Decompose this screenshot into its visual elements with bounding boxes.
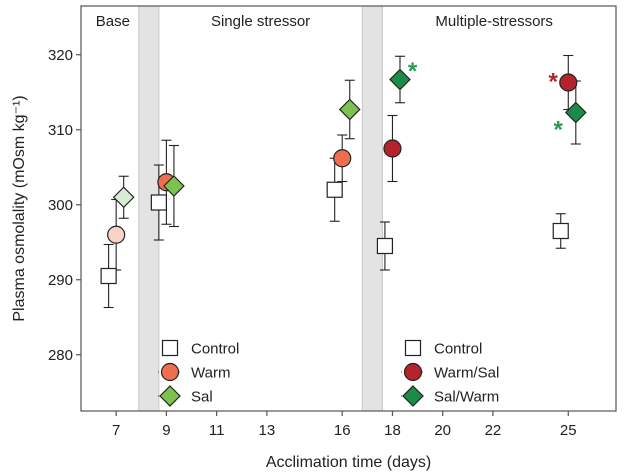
x-tick-label-22: 22: [485, 422, 502, 439]
point-control-4: [376, 237, 394, 255]
y-axis-title: Plasma osmolality (mOsm kg⁻¹): [11, 95, 28, 321]
point-sal-1: [163, 175, 185, 197]
period-label-multiple-stressors: Multiple-stressors: [435, 13, 553, 30]
y-tick-label-320: 320: [48, 47, 73, 64]
x-tick-label-9: 9: [162, 422, 170, 439]
legend-1-label-control: Control: [191, 341, 239, 358]
x-tick-label-18: 18: [384, 422, 401, 439]
legend-1-marker-warm: [160, 362, 180, 382]
x-tick-label-13: 13: [259, 422, 276, 439]
x-tick-label-16: 16: [334, 422, 351, 439]
legend-1-marker-sal: [159, 385, 181, 407]
significance-asterisk-3: *: [554, 116, 564, 143]
point-warm-baseline-1: [107, 225, 126, 244]
point-control-2: [150, 194, 167, 211]
point-sal-baseline-1: [112, 186, 135, 209]
period-separator-band-2: [361, 5, 383, 412]
y-tick-label-280: 280: [48, 347, 73, 364]
period-label-single-stressor: Single stressor: [211, 13, 310, 30]
x-tick-label-11: 11: [209, 422, 225, 439]
period-separators: [138, 5, 383, 412]
y-tick-label-290: 290: [48, 272, 73, 289]
x-tick-label-7: 7: [112, 422, 120, 439]
x-tick-label-25: 25: [560, 422, 577, 439]
plot-border: [80, 5, 617, 412]
significance-markers: * * *: [408, 58, 564, 144]
data-points: [100, 68, 587, 285]
legend-1-label-sal: Sal: [191, 389, 213, 406]
period-label-base: Base: [96, 13, 130, 30]
point-sal-warm-2: [564, 101, 587, 124]
period-labels: Base Single stressor Multiple-stressors: [96, 13, 553, 30]
point-control-5: [552, 222, 569, 240]
legend-2-marker-sal-warm: [402, 385, 424, 407]
x-axis-title: Acclimation time (days): [266, 454, 431, 471]
axes: 7 9 11 13 16 18 20 22 25 280 290 300 310 320 Acclimati…: [11, 47, 577, 471]
point-warm-2: [333, 149, 352, 168]
y-tick-label-310: 310: [48, 122, 73, 139]
legend-2-marker-warm-sal: [403, 362, 423, 382]
legend-2-label-control: Control: [434, 341, 482, 358]
y-tick-label-300: 300: [48, 197, 73, 214]
legends: Control Warm Sal Control Warm/Sal Sal/Warm: [158, 339, 499, 407]
point-warm-sal-2: [559, 73, 578, 92]
plot-frame: [80, 5, 617, 412]
legend-2-label-warm-sal: Warm/Sal: [434, 365, 499, 382]
point-sal-warm-1: [389, 68, 411, 91]
significance-asterisk-2: *: [549, 68, 559, 95]
x-tick-label-20: 20: [434, 422, 451, 439]
legend-1-marker-control: [161, 339, 179, 357]
legend-1-label-warm: Warm: [191, 365, 230, 382]
point-sal-2: [338, 98, 361, 121]
point-warm-sal-1: [383, 139, 402, 158]
significance-asterisk-1: *: [408, 58, 418, 85]
point-control-3: [326, 181, 343, 198]
point-control-1: [100, 267, 117, 285]
legend-2-marker-control: [404, 339, 422, 357]
legend-2-label-sal-warm: Sal/Warm: [434, 389, 499, 406]
